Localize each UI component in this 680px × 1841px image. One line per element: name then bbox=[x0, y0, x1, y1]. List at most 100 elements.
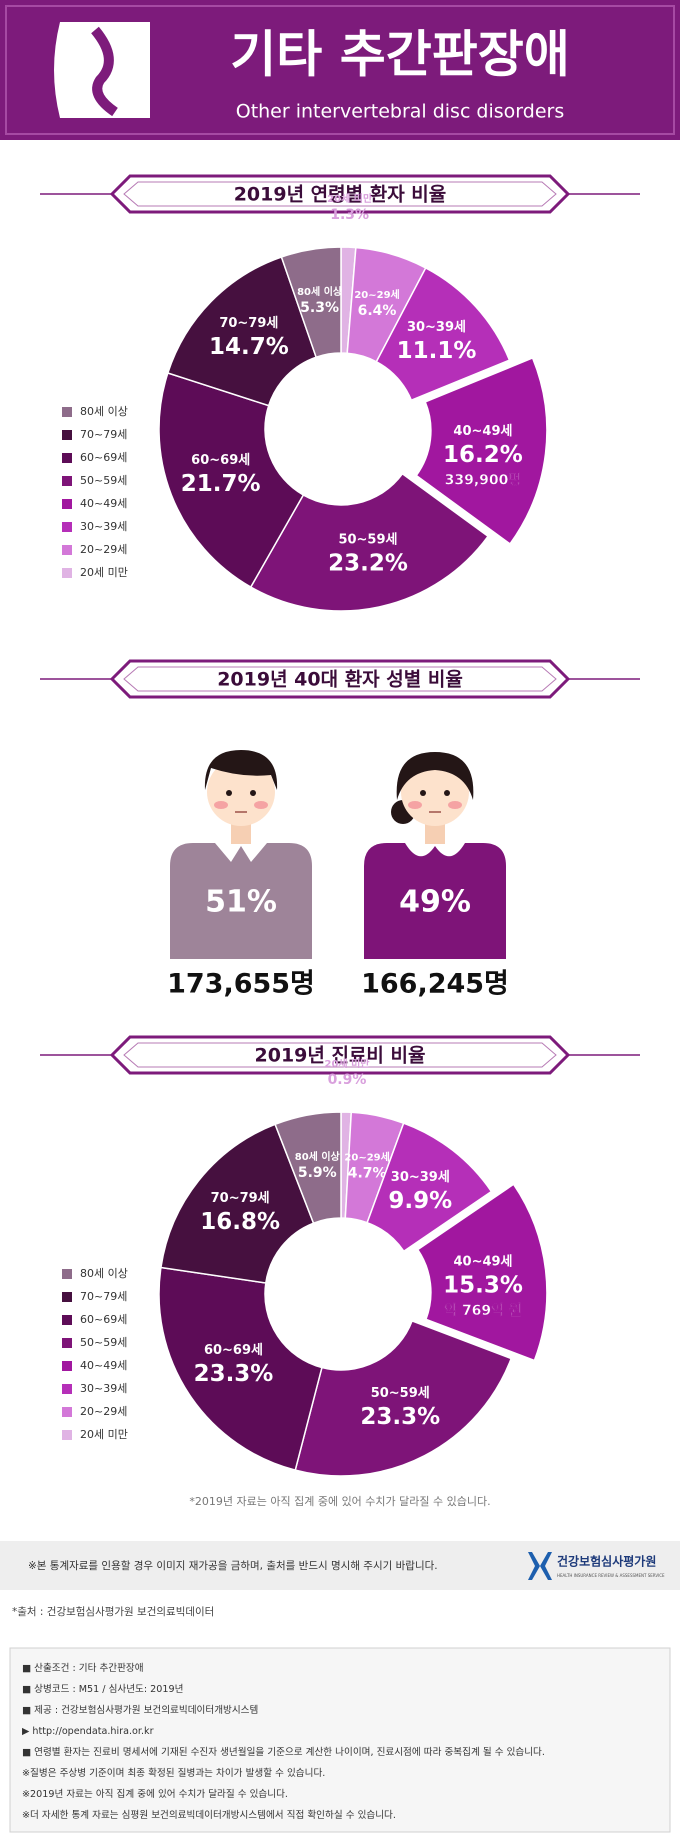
section-title: 2019년 40대 환자 성별 비율 bbox=[217, 669, 463, 691]
slice bbox=[415, 357, 548, 545]
slice-value: 0.9% bbox=[328, 1072, 367, 1088]
person-count: 173,655명 bbox=[167, 969, 315, 1000]
slice bbox=[416, 1183, 548, 1362]
logo-text-en: HEALTH INSURANCE REVIEW & ASSESSMENT SER… bbox=[557, 1573, 665, 1578]
legend-label: 20세 미만 bbox=[80, 1428, 128, 1441]
slice bbox=[274, 1111, 342, 1225]
slice-value: 15.3% bbox=[443, 1273, 523, 1299]
legend-swatch bbox=[62, 522, 72, 532]
person-count: 166,245명 bbox=[361, 969, 509, 1000]
slice bbox=[249, 472, 490, 612]
legend-swatch bbox=[62, 545, 72, 555]
slice-value: 1.3% bbox=[330, 207, 369, 223]
slice-value: 16.2% bbox=[443, 442, 523, 468]
legend-label: 70~79세 bbox=[80, 428, 127, 441]
info-line: ■ 산출조건 : 기타 추간판장애 bbox=[22, 1663, 144, 1674]
cheek bbox=[448, 801, 462, 809]
slice-category: 80세 이상 bbox=[295, 1150, 341, 1163]
hair bbox=[204, 750, 278, 790]
slice-category: 40~49세 bbox=[453, 424, 512, 439]
legend-swatch bbox=[62, 1338, 72, 1348]
legend-swatch bbox=[62, 407, 72, 417]
header-border bbox=[5, 5, 675, 135]
legend-swatch bbox=[62, 430, 72, 440]
slice-category: 70~79세 bbox=[211, 1191, 270, 1206]
legend-swatch bbox=[62, 1292, 72, 1302]
slice-value: 23.2% bbox=[328, 551, 408, 577]
legend-label: 80세 이상 bbox=[80, 405, 128, 418]
section-banner bbox=[109, 1035, 571, 1075]
slice-category: 60~69세 bbox=[191, 453, 250, 468]
slice-category: 20세 미만 bbox=[327, 192, 373, 205]
source: *출처 : 건강보험심사평가원 보건의료빅데이터 bbox=[12, 1606, 214, 1618]
legend-label: 40~49세 bbox=[80, 1359, 127, 1372]
legend-label: 70~79세 bbox=[80, 1290, 127, 1303]
legend-swatch bbox=[62, 1361, 72, 1371]
logo-mark bbox=[528, 1552, 552, 1580]
face bbox=[401, 758, 469, 826]
section-banner bbox=[109, 174, 571, 214]
person-percent: 51% bbox=[205, 885, 277, 920]
section-banner-inner bbox=[123, 1042, 557, 1068]
slice bbox=[280, 246, 342, 359]
legend-label: 80세 이상 bbox=[80, 1267, 128, 1280]
eye bbox=[250, 790, 256, 796]
slice bbox=[366, 1122, 493, 1253]
legend-label: 40~49세 bbox=[80, 497, 127, 510]
info-box bbox=[9, 1647, 671, 1833]
section-banner-inner bbox=[123, 666, 557, 692]
slice-category: 50~59세 bbox=[338, 533, 397, 548]
legend-label: 30~39세 bbox=[80, 520, 127, 533]
info-line: ※2019년 자료는 아직 집계 중에 있어 수치가 달라질 수 있습니다. bbox=[22, 1788, 288, 1800]
collar bbox=[405, 843, 465, 857]
legend-swatch bbox=[62, 453, 72, 463]
legend-label: 20~29세 bbox=[80, 1405, 127, 1418]
legend-label: 60~69세 bbox=[80, 1313, 127, 1326]
slice-value: 21.7% bbox=[181, 471, 261, 497]
info-line: ■ 제공 : 건강보험심사평가원 보건의료빅데이터개방시스템 bbox=[22, 1704, 258, 1716]
eye bbox=[420, 790, 426, 796]
legend-label: 30~39세 bbox=[80, 1382, 127, 1395]
section-title: 2019년 연령별 환자 비율 bbox=[234, 184, 447, 206]
info-line: ▶ http://opendata.hira.or.kr bbox=[22, 1726, 154, 1737]
slice-category: 60~69세 bbox=[204, 1343, 263, 1358]
slice-value: 4.7% bbox=[348, 1166, 387, 1182]
slice-value: 16.8% bbox=[200, 1209, 280, 1235]
slice-category: 70~79세 bbox=[219, 316, 278, 331]
slice-category: 80세 이상 bbox=[297, 285, 343, 298]
info-line: ■ 연령별 환자는 진료비 명세서에 기재된 수진자 생년월일을 기준으로 계산… bbox=[22, 1746, 545, 1758]
hair bbox=[396, 752, 474, 800]
section-title: 2019년 진료비 비율 bbox=[255, 1045, 426, 1067]
slice-category: 20세 미만 bbox=[324, 1057, 370, 1070]
slice bbox=[160, 1123, 315, 1284]
eye bbox=[226, 790, 232, 796]
slice-category: 50~59세 bbox=[371, 1386, 430, 1401]
slice-category: 30~39세 bbox=[407, 320, 466, 335]
legend-swatch bbox=[62, 1269, 72, 1279]
slice bbox=[294, 1319, 513, 1477]
slice-category: 40~49세 bbox=[453, 1255, 512, 1270]
slice-note: 339,900명 bbox=[445, 471, 522, 488]
legend-label: 20~29세 bbox=[80, 543, 127, 556]
legend-swatch bbox=[62, 499, 72, 509]
slice-category: 20~29세 bbox=[344, 1151, 389, 1164]
slice-value: 23.3% bbox=[194, 1361, 274, 1387]
slice bbox=[375, 266, 511, 402]
slice-value: 5.9% bbox=[298, 1165, 337, 1181]
info-line: ※더 자세한 통계 자료는 심평원 보건의료빅데이터개방시스템에서 직접 확인하… bbox=[22, 1809, 396, 1821]
chart-note: *2019년 자료는 아직 집계 중에 있어 수치가 달라질 수 있습니다. bbox=[189, 1495, 490, 1508]
collar bbox=[215, 843, 267, 862]
legend-label: 50~59세 bbox=[80, 474, 127, 487]
legend-swatch bbox=[62, 1430, 72, 1440]
person-body bbox=[364, 843, 506, 959]
legend-swatch bbox=[62, 1384, 72, 1394]
person-body bbox=[170, 843, 312, 959]
header-title: 기타 추간판장애 bbox=[230, 26, 569, 84]
legend-swatch bbox=[62, 1315, 72, 1325]
info-line: ■ 상병코드 : M51 / 심사년도: 2019년 bbox=[22, 1684, 183, 1695]
slice-value: 9.9% bbox=[388, 1188, 452, 1214]
slice-value: 14.7% bbox=[209, 334, 289, 360]
slice-value: 11.1% bbox=[397, 338, 477, 364]
